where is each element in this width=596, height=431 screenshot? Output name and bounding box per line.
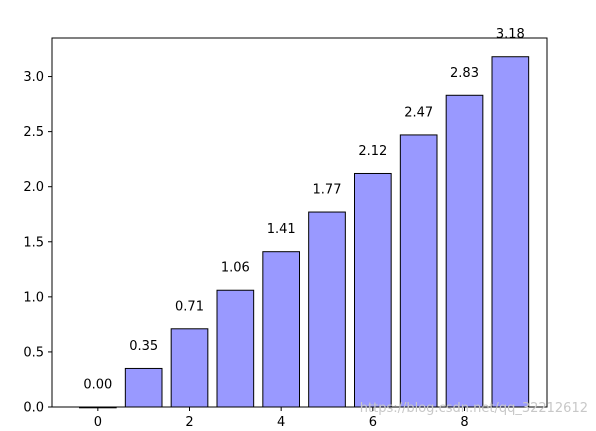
bar xyxy=(399,134,438,408)
watermark-text: https://blog.csdn.net/qq_32212612 xyxy=(360,401,588,416)
bar-value-label: 2.47 xyxy=(404,105,433,120)
x-tick-label: 8 xyxy=(460,415,468,427)
bar-value-label: 1.77 xyxy=(313,183,342,198)
x-axis: 0 2 4 6 8 xyxy=(94,407,469,430)
bar xyxy=(216,289,255,408)
plot-frame xyxy=(51,37,548,408)
y-tick-label: 2.0 xyxy=(23,180,44,195)
bar xyxy=(308,211,346,408)
y-tick-label: 0.0 xyxy=(23,401,44,416)
bars-layer xyxy=(79,56,530,409)
bar-value-label: 1.41 xyxy=(267,222,296,237)
x-tick-label: 0 xyxy=(94,415,102,427)
bar xyxy=(354,172,392,408)
bar xyxy=(445,94,484,408)
x-tick-label: 6 xyxy=(369,415,377,427)
y-tick-label: 3.0 xyxy=(23,70,44,85)
x-tick-label: 2 xyxy=(185,415,193,427)
bar xyxy=(124,367,163,408)
bar xyxy=(170,328,209,408)
bar-value-label: 1.06 xyxy=(221,261,250,276)
data-labels-layer: 0.00 0.35 0.71 1.06 1.41 1.77 2.12 2.47 2.83 3.18 xyxy=(83,27,524,392)
bar-value-label: 3.18 xyxy=(496,27,525,42)
y-tick-label: 1.0 xyxy=(23,290,44,305)
y-tick-label: 1.5 xyxy=(23,235,44,250)
y-tick-label: 2.5 xyxy=(23,125,44,140)
x-tick-label: 4 xyxy=(277,415,285,427)
bar-value-label: 0.00 xyxy=(83,377,112,392)
bar-value-label: 2.12 xyxy=(358,144,387,159)
bar xyxy=(491,56,530,408)
bar-value-label: 0.35 xyxy=(129,339,158,354)
y-tick-label: 0.5 xyxy=(23,345,44,360)
bar-value-label: 2.83 xyxy=(450,66,479,81)
y-axis: 0.0 0.5 1.0 1.5 2.0 2.5 3.0 xyxy=(23,70,52,416)
bar xyxy=(262,251,300,408)
bar-value-label: 0.71 xyxy=(175,299,204,314)
